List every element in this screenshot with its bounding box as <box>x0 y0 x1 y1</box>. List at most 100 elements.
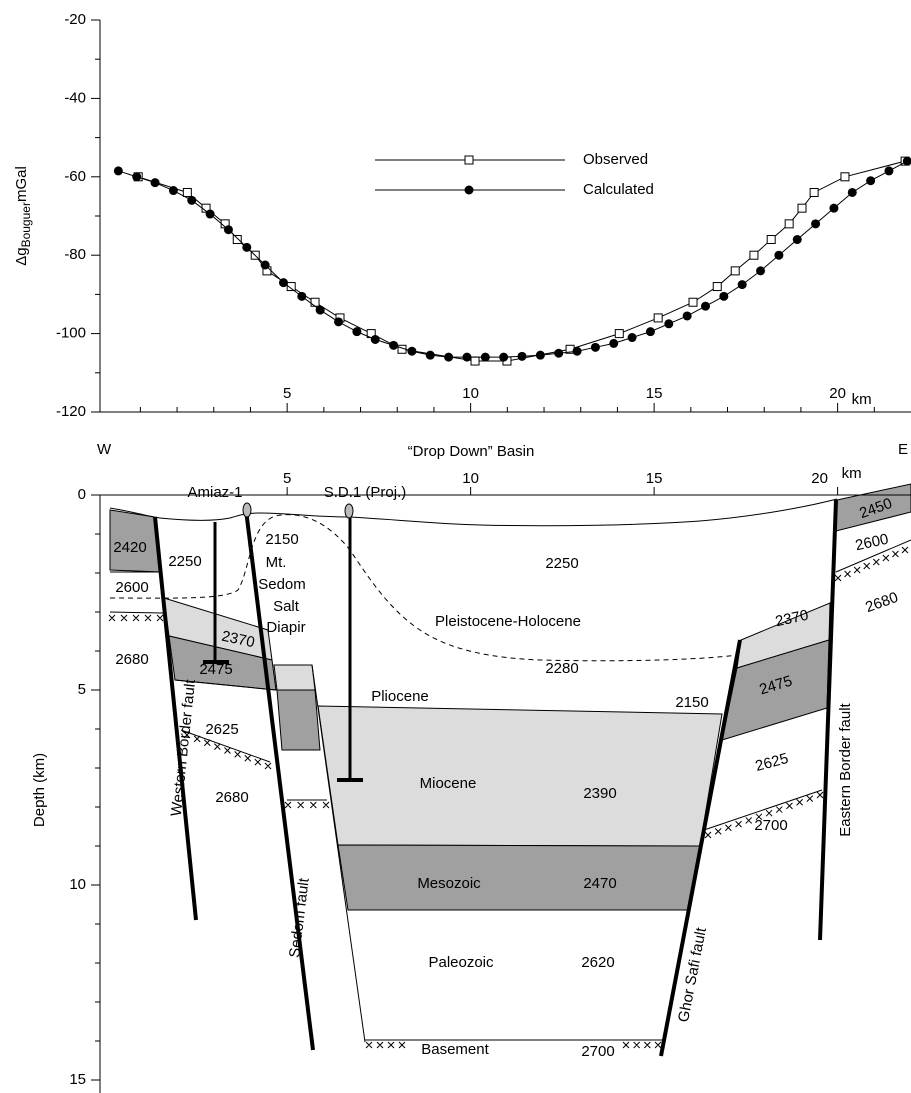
section-label: Pliocene <box>371 688 429 705</box>
data-point <box>554 349 563 358</box>
y-tick-label: -80 <box>64 246 86 263</box>
depth-tick-label: 5 <box>78 681 86 698</box>
x-unit: km <box>852 391 872 408</box>
y-tick-label: -100 <box>56 325 86 342</box>
data-point <box>654 314 662 322</box>
y-label-part: Bouguer <box>19 202 33 247</box>
data-point <box>689 298 697 306</box>
data-point <box>311 298 319 306</box>
data-point <box>829 204 838 213</box>
data-point <box>279 278 288 287</box>
x-tick-label: 5 <box>283 385 291 402</box>
layer <box>318 706 722 846</box>
data-point <box>713 283 721 291</box>
data-point <box>114 166 123 175</box>
fault-label: Sedom fault <box>286 876 313 958</box>
section-label: 2420 <box>113 539 146 556</box>
data-point <box>206 210 215 219</box>
data-point <box>151 178 160 187</box>
section-label: 2680 <box>863 589 900 616</box>
data-point <box>573 347 582 356</box>
data-point <box>738 280 747 289</box>
section-label: Mt. <box>266 554 287 571</box>
fault-label: Ghor Safi fault <box>675 925 710 1023</box>
data-point <box>389 341 398 350</box>
distance-unit: km <box>842 465 862 482</box>
legend-marker <box>465 186 474 195</box>
legend-label: Observed <box>583 151 648 168</box>
data-point <box>750 251 758 259</box>
data-point <box>444 353 453 362</box>
data-point <box>462 353 471 362</box>
section-label: 2680 <box>215 789 248 806</box>
data-point <box>615 330 623 338</box>
data-point <box>471 357 479 365</box>
basement-cross <box>109 615 163 621</box>
basement-cross <box>835 547 908 581</box>
data-point <box>316 306 325 315</box>
data-point <box>866 176 875 185</box>
data-point <box>774 251 783 260</box>
y-tick-label: -60 <box>64 168 86 185</box>
fault-label: Eastern Border fault <box>837 702 854 836</box>
section-label: Basement <box>421 1041 489 1058</box>
depth-tick-label: 10 <box>69 876 86 893</box>
section-label: 2600 <box>115 579 148 596</box>
data-point <box>536 351 545 360</box>
section-label: 2680 <box>115 651 148 668</box>
data-point <box>426 351 435 360</box>
section-label: 2280 <box>545 660 578 677</box>
x-tick-label: 10 <box>462 385 479 402</box>
west-label: W <box>97 441 112 458</box>
data-point <box>224 225 233 234</box>
section-label: Pleistocene-Holocene <box>435 613 581 630</box>
data-point <box>518 352 527 361</box>
data-point <box>609 339 618 348</box>
section-label: Mesozoic <box>417 875 481 892</box>
well-label: Amiaz-1 <box>187 484 242 501</box>
x-tick-label: 15 <box>646 385 663 402</box>
section-label: 2625 <box>205 721 238 738</box>
section-label: 2475 <box>199 661 232 678</box>
data-point <box>499 353 508 362</box>
section-label: Paleozoic <box>428 954 494 971</box>
legend-label: Calculated <box>583 181 654 198</box>
data-point <box>767 236 775 244</box>
layer <box>338 845 700 910</box>
data-point <box>297 292 306 301</box>
data-point <box>756 266 765 275</box>
series-line <box>138 161 905 361</box>
section-label: Sedom <box>258 576 306 593</box>
basement-cross <box>623 1042 661 1048</box>
data-point <box>810 188 818 196</box>
data-point <box>352 327 361 336</box>
layer <box>274 665 315 690</box>
basement-cross <box>285 802 329 808</box>
section-label: Salt <box>273 598 300 615</box>
section-label: 2250 <box>168 553 201 570</box>
data-point <box>132 172 141 181</box>
depth-tick-label: 15 <box>69 1071 86 1088</box>
data-point <box>187 196 196 205</box>
data-point <box>884 166 893 175</box>
data-point <box>242 243 251 252</box>
data-point <box>261 261 270 270</box>
fault <box>820 500 836 940</box>
y-tick-label: -20 <box>64 11 86 28</box>
section-label: 2470 <box>583 875 616 892</box>
series-line <box>118 161 907 357</box>
data-point <box>798 204 806 212</box>
data-point <box>841 173 849 181</box>
data-point <box>233 236 241 244</box>
well-symbol <box>243 503 251 517</box>
data-point <box>481 353 490 362</box>
cross-section <box>110 484 911 1056</box>
section-label: 2150 <box>675 694 708 711</box>
section-label: 2390 <box>583 785 616 802</box>
data-point <box>848 188 857 197</box>
well-symbol <box>345 504 353 518</box>
data-point <box>371 335 380 344</box>
depth-label: Depth (km) <box>31 753 48 827</box>
section-label: Diapir <box>266 619 305 636</box>
figure: -120-100-80-60-40-205101520kmΔgBouguermG… <box>0 0 911 1093</box>
